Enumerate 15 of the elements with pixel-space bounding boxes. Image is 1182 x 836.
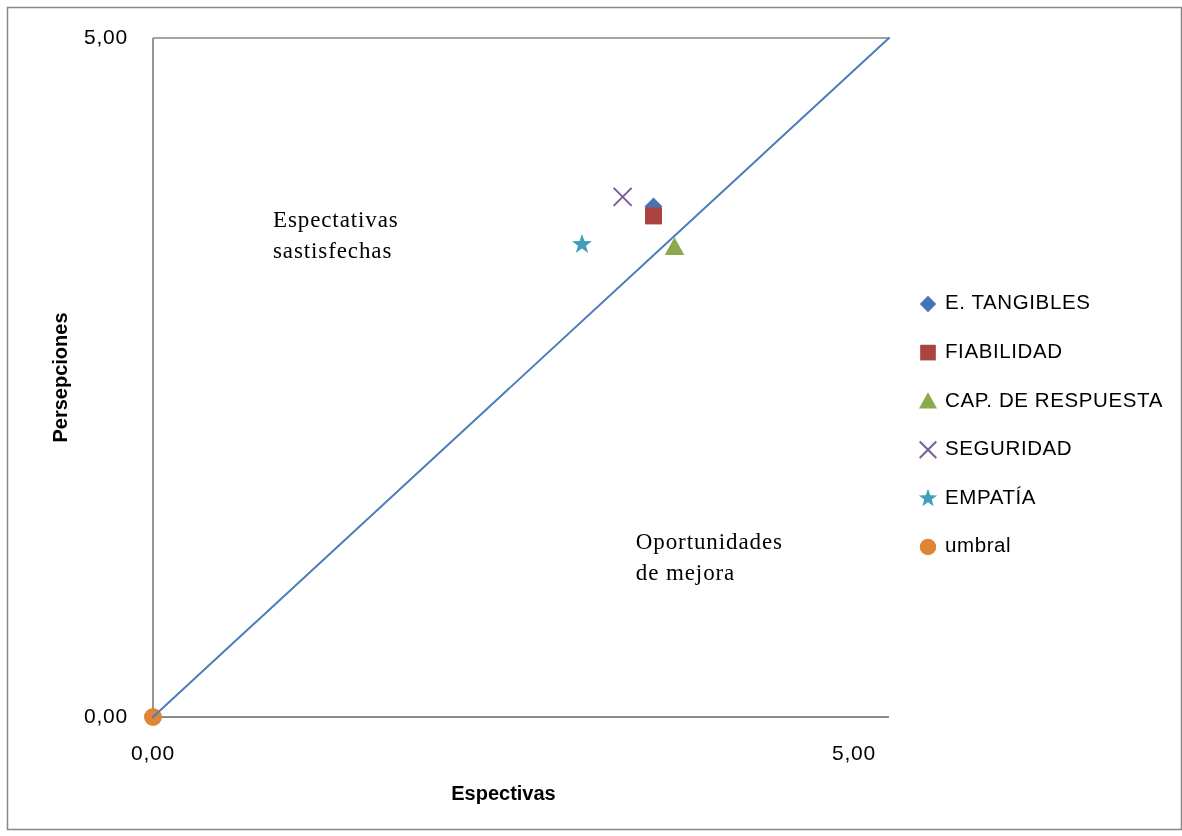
legend-label: CAP. DE RESPUESTA: [945, 387, 1163, 411]
legend-label: umbral: [945, 533, 1012, 557]
y-axis-title: Persepciones: [49, 312, 72, 443]
point: [571, 233, 592, 253]
x-axis-title: Espectivas: [451, 782, 556, 805]
legend-label: EMPATÍA: [945, 484, 1037, 508]
legend-label: FIABILIDAD: [945, 339, 1063, 363]
point: [644, 207, 662, 225]
point: [664, 237, 685, 255]
legend-label: SEGURIDAD: [945, 436, 1073, 460]
legend-label: E. TANGIBLES: [945, 290, 1091, 314]
annotation: Espectativas sastisfechas: [272, 206, 399, 263]
point: [612, 186, 633, 207]
annotation: Oportunidades de mejora: [635, 529, 783, 586]
point: [144, 708, 162, 726]
